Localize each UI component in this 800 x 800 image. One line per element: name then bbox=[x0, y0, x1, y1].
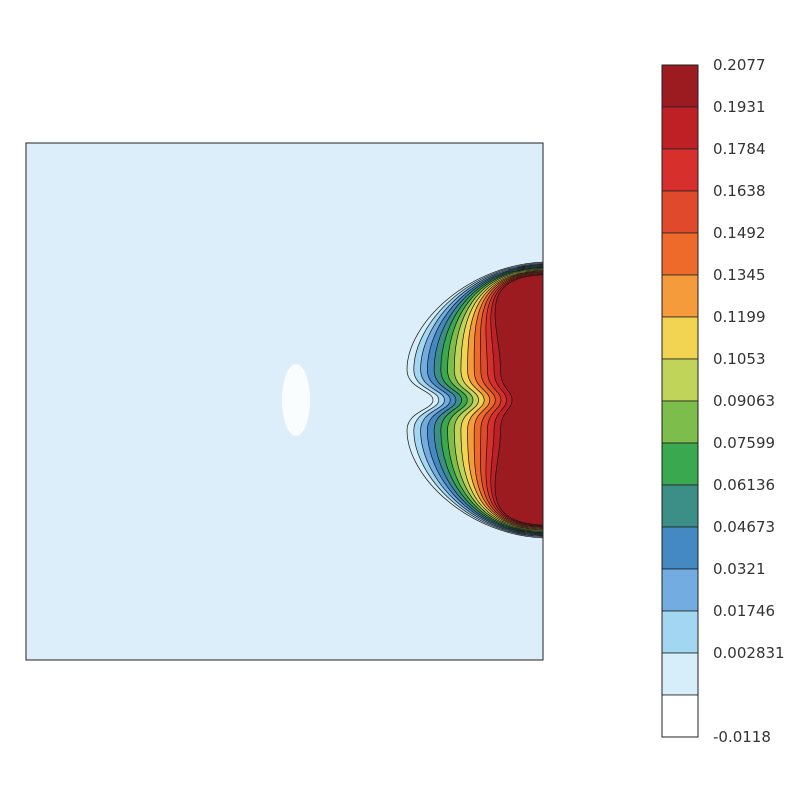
heatmap-area bbox=[25, 142, 544, 661]
colorbar-tick-label: 0.1053 bbox=[713, 350, 766, 368]
heatmap-frame bbox=[25, 142, 544, 661]
colorbar-swatch bbox=[661, 148, 699, 192]
colorbar-swatch bbox=[661, 106, 699, 150]
colorbar-swatch bbox=[661, 64, 699, 108]
colorbar-tick-label: 0.09063 bbox=[713, 392, 775, 410]
colorbar-swatch bbox=[661, 694, 699, 738]
colorbar-swatch bbox=[661, 190, 699, 234]
heatmap-blob bbox=[282, 261, 543, 539]
colorbar-tick-label: 0.002831 bbox=[713, 644, 785, 662]
colorbar-tick-label: 0.07599 bbox=[713, 434, 775, 452]
colorbar-tick-label: 0.1492 bbox=[713, 224, 766, 242]
colorbar-swatch bbox=[661, 232, 699, 276]
colorbar-tick-label: -0.0118 bbox=[713, 728, 771, 746]
colorbar-swatch bbox=[661, 526, 699, 570]
colorbar-tick-label: 0.06136 bbox=[713, 476, 775, 494]
colorbar-border bbox=[661, 64, 699, 738]
colorbar-swatch bbox=[661, 400, 699, 444]
colorbar-tick-label: 0.01746 bbox=[713, 602, 775, 620]
colorbar-swatch bbox=[661, 568, 699, 612]
colorbar-swatch bbox=[661, 274, 699, 318]
colorbar-swatch bbox=[661, 316, 699, 360]
contour-band bbox=[494, 274, 543, 526]
colorbar-tick-label: 0.1784 bbox=[713, 140, 766, 158]
colorbar-swatch bbox=[661, 652, 699, 696]
colorbar-tick-label: 0.1638 bbox=[713, 182, 766, 200]
colorbar-tick-label: 0.2077 bbox=[713, 56, 766, 74]
colorbar-tick-label: 0.0321 bbox=[713, 560, 766, 578]
colorbar: 0.2077 0.1931 0.1784 0.1638 0.1492 0.1345 0.11… bbox=[661, 56, 785, 746]
heatmap-trough bbox=[282, 364, 310, 436]
colorbar-tick-label: 0.1931 bbox=[713, 98, 766, 116]
colorbar-swatch bbox=[661, 484, 699, 528]
colorbar-tick-label: 0.1199 bbox=[713, 308, 766, 326]
colorbar-swatch bbox=[661, 442, 699, 486]
colorbar-swatch bbox=[661, 358, 699, 402]
colorbar-tick-label: 0.04673 bbox=[713, 518, 775, 536]
colorbar-tick-label: 0.1345 bbox=[713, 266, 766, 284]
colorbar-swatch bbox=[661, 610, 699, 654]
